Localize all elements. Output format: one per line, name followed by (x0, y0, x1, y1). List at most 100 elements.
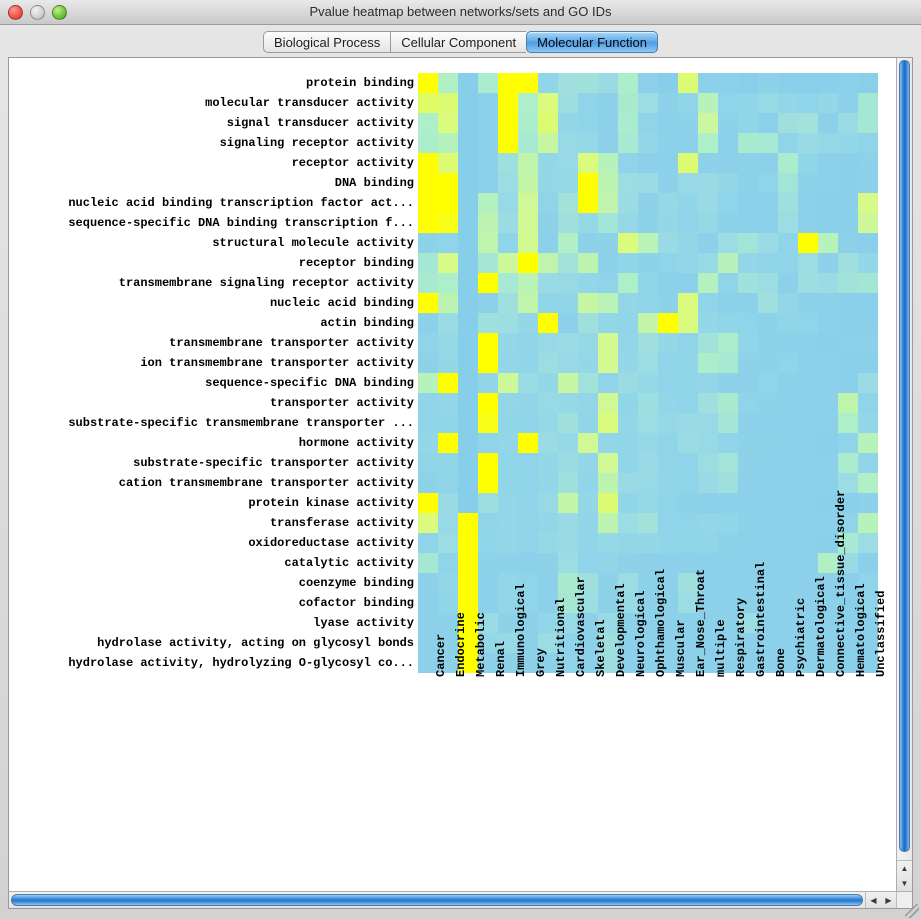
heatmap-cell[interactable] (518, 373, 538, 393)
heatmap-cell[interactable] (618, 433, 638, 453)
heatmap-cell[interactable] (618, 413, 638, 433)
heatmap-cell[interactable] (558, 453, 578, 473)
heatmap-cell[interactable] (538, 593, 558, 613)
heatmap-cell[interactable] (438, 473, 458, 493)
heatmap-cell[interactable] (478, 213, 498, 233)
heatmap-cell[interactable] (678, 413, 698, 433)
heatmap-cell[interactable] (838, 373, 858, 393)
heatmap-cell[interactable] (438, 633, 458, 653)
heatmap-cell[interactable] (818, 133, 838, 153)
heatmap-cell[interactable] (538, 373, 558, 393)
heatmap-cell[interactable] (578, 293, 598, 313)
heatmap-cell[interactable] (818, 573, 838, 593)
heatmap-cell[interactable] (758, 173, 778, 193)
heatmap-cell[interactable] (778, 333, 798, 353)
heatmap-cell[interactable] (658, 213, 678, 233)
heatmap-cell[interactable] (738, 573, 758, 593)
heatmap-cell[interactable] (818, 73, 838, 93)
heatmap-cell[interactable] (778, 293, 798, 313)
heatmap-cell[interactable] (618, 153, 638, 173)
heatmap-cell[interactable] (778, 393, 798, 413)
heatmap-cell[interactable] (458, 633, 478, 653)
heatmap-cell[interactable] (638, 573, 658, 593)
heatmap-cell[interactable] (798, 473, 818, 493)
heatmap-cell[interactable] (658, 553, 678, 573)
heatmap-cell[interactable] (818, 333, 838, 353)
heatmap-cell[interactable] (558, 613, 578, 633)
heatmap-cell[interactable] (558, 253, 578, 273)
heatmap-cell[interactable] (778, 433, 798, 453)
heatmap-cell[interactable] (758, 293, 778, 313)
heatmap-cell[interactable] (778, 233, 798, 253)
heatmap-cell[interactable] (618, 133, 638, 153)
heatmap-cell[interactable] (498, 113, 518, 133)
heatmap-cell[interactable] (758, 333, 778, 353)
heatmap-cell[interactable] (718, 213, 738, 233)
heatmap-cell[interactable] (718, 353, 738, 373)
heatmap-cell[interactable] (718, 433, 738, 453)
heatmap-cell[interactable] (478, 273, 498, 293)
heatmap-cell[interactable] (518, 73, 538, 93)
heatmap-cell[interactable] (858, 433, 878, 453)
heatmap-cell[interactable] (798, 573, 818, 593)
heatmap-cell[interactable] (518, 633, 538, 653)
heatmap-cell[interactable] (798, 73, 818, 93)
heatmap-cell[interactable] (818, 433, 838, 453)
heatmap-cell[interactable] (738, 553, 758, 573)
vertical-scrollbar-thumb[interactable] (899, 60, 910, 852)
heatmap-cell[interactable] (738, 253, 758, 273)
heatmap-cell[interactable] (458, 353, 478, 373)
heatmap-cell[interactable] (558, 213, 578, 233)
heatmap-cell[interactable] (558, 653, 578, 673)
heatmap-cell[interactable] (438, 453, 458, 473)
heatmap-cell[interactable] (418, 73, 438, 93)
heatmap-cell[interactable] (538, 533, 558, 553)
heatmap-cell[interactable] (498, 433, 518, 453)
heatmap-cell[interactable] (858, 313, 878, 333)
heatmap-cell[interactable] (658, 433, 678, 453)
heatmap-cell[interactable] (618, 513, 638, 533)
heatmap-cell[interactable] (658, 373, 678, 393)
heatmap-cell[interactable] (418, 193, 438, 213)
heatmap-cell[interactable] (598, 633, 618, 653)
heatmap-cell[interactable] (698, 213, 718, 233)
tab-molecular-function[interactable]: Molecular Function (526, 31, 658, 53)
heatmap-cell[interactable] (658, 93, 678, 113)
heatmap-cell[interactable] (498, 553, 518, 573)
heatmap-cell[interactable] (658, 473, 678, 493)
heatmap-cell[interactable] (418, 353, 438, 373)
heatmap-cell[interactable] (478, 653, 498, 673)
heatmap-cell[interactable] (558, 353, 578, 373)
heatmap-cell[interactable] (718, 653, 738, 673)
heatmap-cell[interactable] (418, 153, 438, 173)
heatmap-cell[interactable] (658, 173, 678, 193)
heatmap-cell[interactable] (738, 73, 758, 93)
heatmap-cell[interactable] (838, 393, 858, 413)
heatmap-cell[interactable] (478, 193, 498, 213)
heatmap-cell[interactable] (678, 453, 698, 473)
heatmap-cell[interactable] (618, 213, 638, 233)
heatmap-cell[interactable] (658, 233, 678, 253)
heatmap-cell[interactable] (798, 633, 818, 653)
heatmap-cell[interactable] (818, 293, 838, 313)
heatmap-cell[interactable] (678, 533, 698, 553)
heatmap-cell[interactable] (618, 193, 638, 213)
heatmap-cell[interactable] (718, 93, 738, 113)
heatmap-cell[interactable] (458, 193, 478, 213)
heatmap-cell[interactable] (418, 133, 438, 153)
heatmap-cell[interactable] (778, 153, 798, 173)
heatmap-cell[interactable] (778, 133, 798, 153)
heatmap-cell[interactable] (458, 453, 478, 473)
heatmap-cell[interactable] (658, 253, 678, 273)
heatmap-cell[interactable] (478, 333, 498, 353)
heatmap-cell[interactable] (798, 313, 818, 333)
heatmap-cell[interactable] (598, 193, 618, 213)
heatmap-cell[interactable] (778, 173, 798, 193)
heatmap-cell[interactable] (438, 353, 458, 373)
heatmap-cell[interactable] (498, 93, 518, 113)
heatmap-cell[interactable] (778, 613, 798, 633)
heatmap-cell[interactable] (458, 513, 478, 533)
heatmap-cell[interactable] (598, 313, 618, 333)
heatmap-cell[interactable] (478, 493, 498, 513)
heatmap-cell[interactable] (818, 113, 838, 133)
